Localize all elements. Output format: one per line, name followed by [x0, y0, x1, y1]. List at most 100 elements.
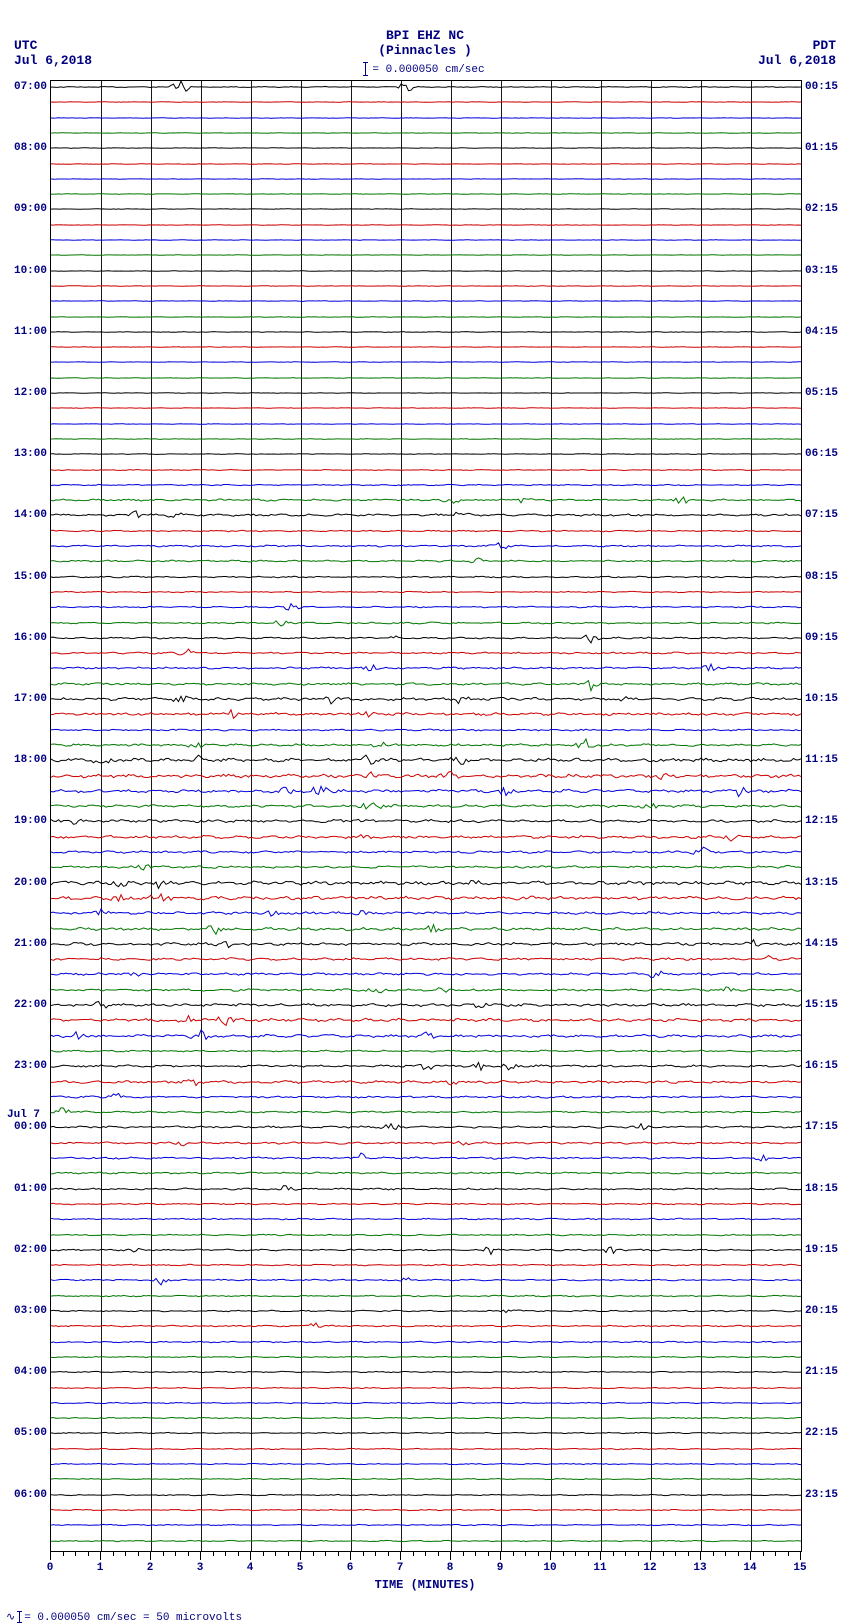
- x-tick-minor: [738, 1552, 739, 1556]
- x-tick-minor: [475, 1552, 476, 1556]
- x-tick-label: 15: [793, 1562, 806, 1574]
- right-tz: PDT: [758, 38, 836, 53]
- x-tick-label: 13: [693, 1562, 706, 1574]
- x-tick-major: [800, 1552, 801, 1560]
- x-tick-label: 9: [497, 1562, 504, 1574]
- utc-time-label: 19:00: [7, 815, 47, 827]
- utc-time-label: 18:00: [7, 754, 47, 766]
- pdt-time-label: 05:15: [805, 387, 845, 399]
- x-tick-minor: [225, 1552, 226, 1556]
- utc-time-label: 21:00: [7, 938, 47, 950]
- utc-time-label: 07:00: [7, 81, 47, 93]
- x-tick-minor: [175, 1552, 176, 1556]
- utc-time-label: 23:00: [7, 1060, 47, 1072]
- pdt-time-label: 15:15: [805, 999, 845, 1011]
- pdt-time-label: 01:15: [805, 142, 845, 154]
- x-tick-minor: [425, 1552, 426, 1556]
- x-tick-minor: [725, 1552, 726, 1556]
- seismogram-plot: 07:0008:0009:0010:0011:0012:0013:0014:00…: [50, 80, 802, 1552]
- x-tick-major: [300, 1552, 301, 1560]
- x-tick-label: 8: [447, 1562, 454, 1574]
- pdt-time-label: 12:15: [805, 815, 845, 827]
- pdt-time-label: 18:15: [805, 1183, 845, 1195]
- x-tick-minor: [463, 1552, 464, 1556]
- day-label: Jul 7: [7, 1109, 47, 1121]
- x-tick-minor: [688, 1552, 689, 1556]
- utc-time-label: 06:00: [7, 1489, 47, 1501]
- x-tick-minor: [263, 1552, 264, 1556]
- x-tick-major: [250, 1552, 251, 1560]
- x-tick-major: [100, 1552, 101, 1560]
- x-tick-minor: [125, 1552, 126, 1556]
- header: UTC Jul 6,2018 BPI EHZ NC (Pinnacles ) P…: [0, 0, 850, 80]
- pdt-time-label: 02:15: [805, 203, 845, 215]
- x-tick-major: [450, 1552, 451, 1560]
- x-tick-minor: [613, 1552, 614, 1556]
- x-axis: TIME (MINUTES) 0123456789101112131415: [50, 1552, 800, 1602]
- x-tick-minor: [275, 1552, 276, 1556]
- x-tick-minor: [525, 1552, 526, 1556]
- x-tick-minor: [363, 1552, 364, 1556]
- utc-time-label: 02:00: [7, 1244, 47, 1256]
- x-axis-title: TIME (MINUTES): [50, 1578, 800, 1592]
- pdt-time-label: 00:15: [805, 81, 845, 93]
- x-tick-minor: [588, 1552, 589, 1556]
- x-tick-minor: [538, 1552, 539, 1556]
- pdt-time-label: 10:15: [805, 693, 845, 705]
- x-tick-minor: [213, 1552, 214, 1556]
- utc-time-label: 15:00: [7, 571, 47, 583]
- x-tick-minor: [488, 1552, 489, 1556]
- pdt-time-label: 16:15: [805, 1060, 845, 1072]
- x-tick-minor: [375, 1552, 376, 1556]
- utc-time-label: 05:00: [7, 1427, 47, 1439]
- pdt-time-label: 14:15: [805, 938, 845, 950]
- x-tick-minor: [675, 1552, 676, 1556]
- x-tick-minor: [113, 1552, 114, 1556]
- x-tick-label: 4: [247, 1562, 254, 1574]
- x-tick-minor: [88, 1552, 89, 1556]
- utc-time-label: 04:00: [7, 1366, 47, 1378]
- x-tick-label: 5: [297, 1562, 304, 1574]
- footer-prefix: ∿: [6, 1612, 15, 1624]
- x-tick-major: [550, 1552, 551, 1560]
- header-center: BPI EHZ NC (Pinnacles ): [0, 28, 850, 58]
- x-tick-label: 6: [347, 1562, 354, 1574]
- x-tick-minor: [188, 1552, 189, 1556]
- pdt-time-label: 22:15: [805, 1427, 845, 1439]
- utc-time-label: 17:00: [7, 693, 47, 705]
- x-tick-major: [600, 1552, 601, 1560]
- x-tick-label: 10: [543, 1562, 556, 1574]
- x-tick-major: [750, 1552, 751, 1560]
- x-tick-major: [650, 1552, 651, 1560]
- utc-time-label: 20:00: [7, 877, 47, 889]
- x-tick-major: [700, 1552, 701, 1560]
- pdt-time-label: 03:15: [805, 265, 845, 277]
- pdt-time-label: 06:15: [805, 448, 845, 460]
- x-tick-label: 14: [743, 1562, 756, 1574]
- pdt-time-label: 21:15: [805, 1366, 845, 1378]
- utc-time-label: 12:00: [7, 387, 47, 399]
- pdt-time-label: 13:15: [805, 877, 845, 889]
- footer-text: = 0.000050 cm/sec = 50 microvolts: [24, 1612, 242, 1624]
- x-tick-minor: [163, 1552, 164, 1556]
- x-tick-minor: [325, 1552, 326, 1556]
- x-tick-minor: [75, 1552, 76, 1556]
- pdt-time-label: 20:15: [805, 1305, 845, 1317]
- x-tick-minor: [413, 1552, 414, 1556]
- utc-time-label: 00:00: [7, 1121, 47, 1133]
- x-tick-label: 1: [97, 1562, 104, 1574]
- x-tick-label: 12: [643, 1562, 656, 1574]
- x-tick-major: [500, 1552, 501, 1560]
- utc-time-label: 16:00: [7, 632, 47, 644]
- utc-time-label: 09:00: [7, 203, 47, 215]
- x-tick-minor: [238, 1552, 239, 1556]
- x-tick-label: 3: [197, 1562, 204, 1574]
- utc-time-label: 03:00: [7, 1305, 47, 1317]
- pdt-time-label: 09:15: [805, 632, 845, 644]
- station-line1: BPI EHZ NC: [0, 28, 850, 43]
- footer-scale: ∿ = 0.000050 cm/sec = 50 microvolts: [6, 1610, 850, 1624]
- x-tick-label: 11: [593, 1562, 606, 1574]
- x-tick-minor: [313, 1552, 314, 1556]
- x-tick-minor: [288, 1552, 289, 1556]
- pdt-time-label: 11:15: [805, 754, 845, 766]
